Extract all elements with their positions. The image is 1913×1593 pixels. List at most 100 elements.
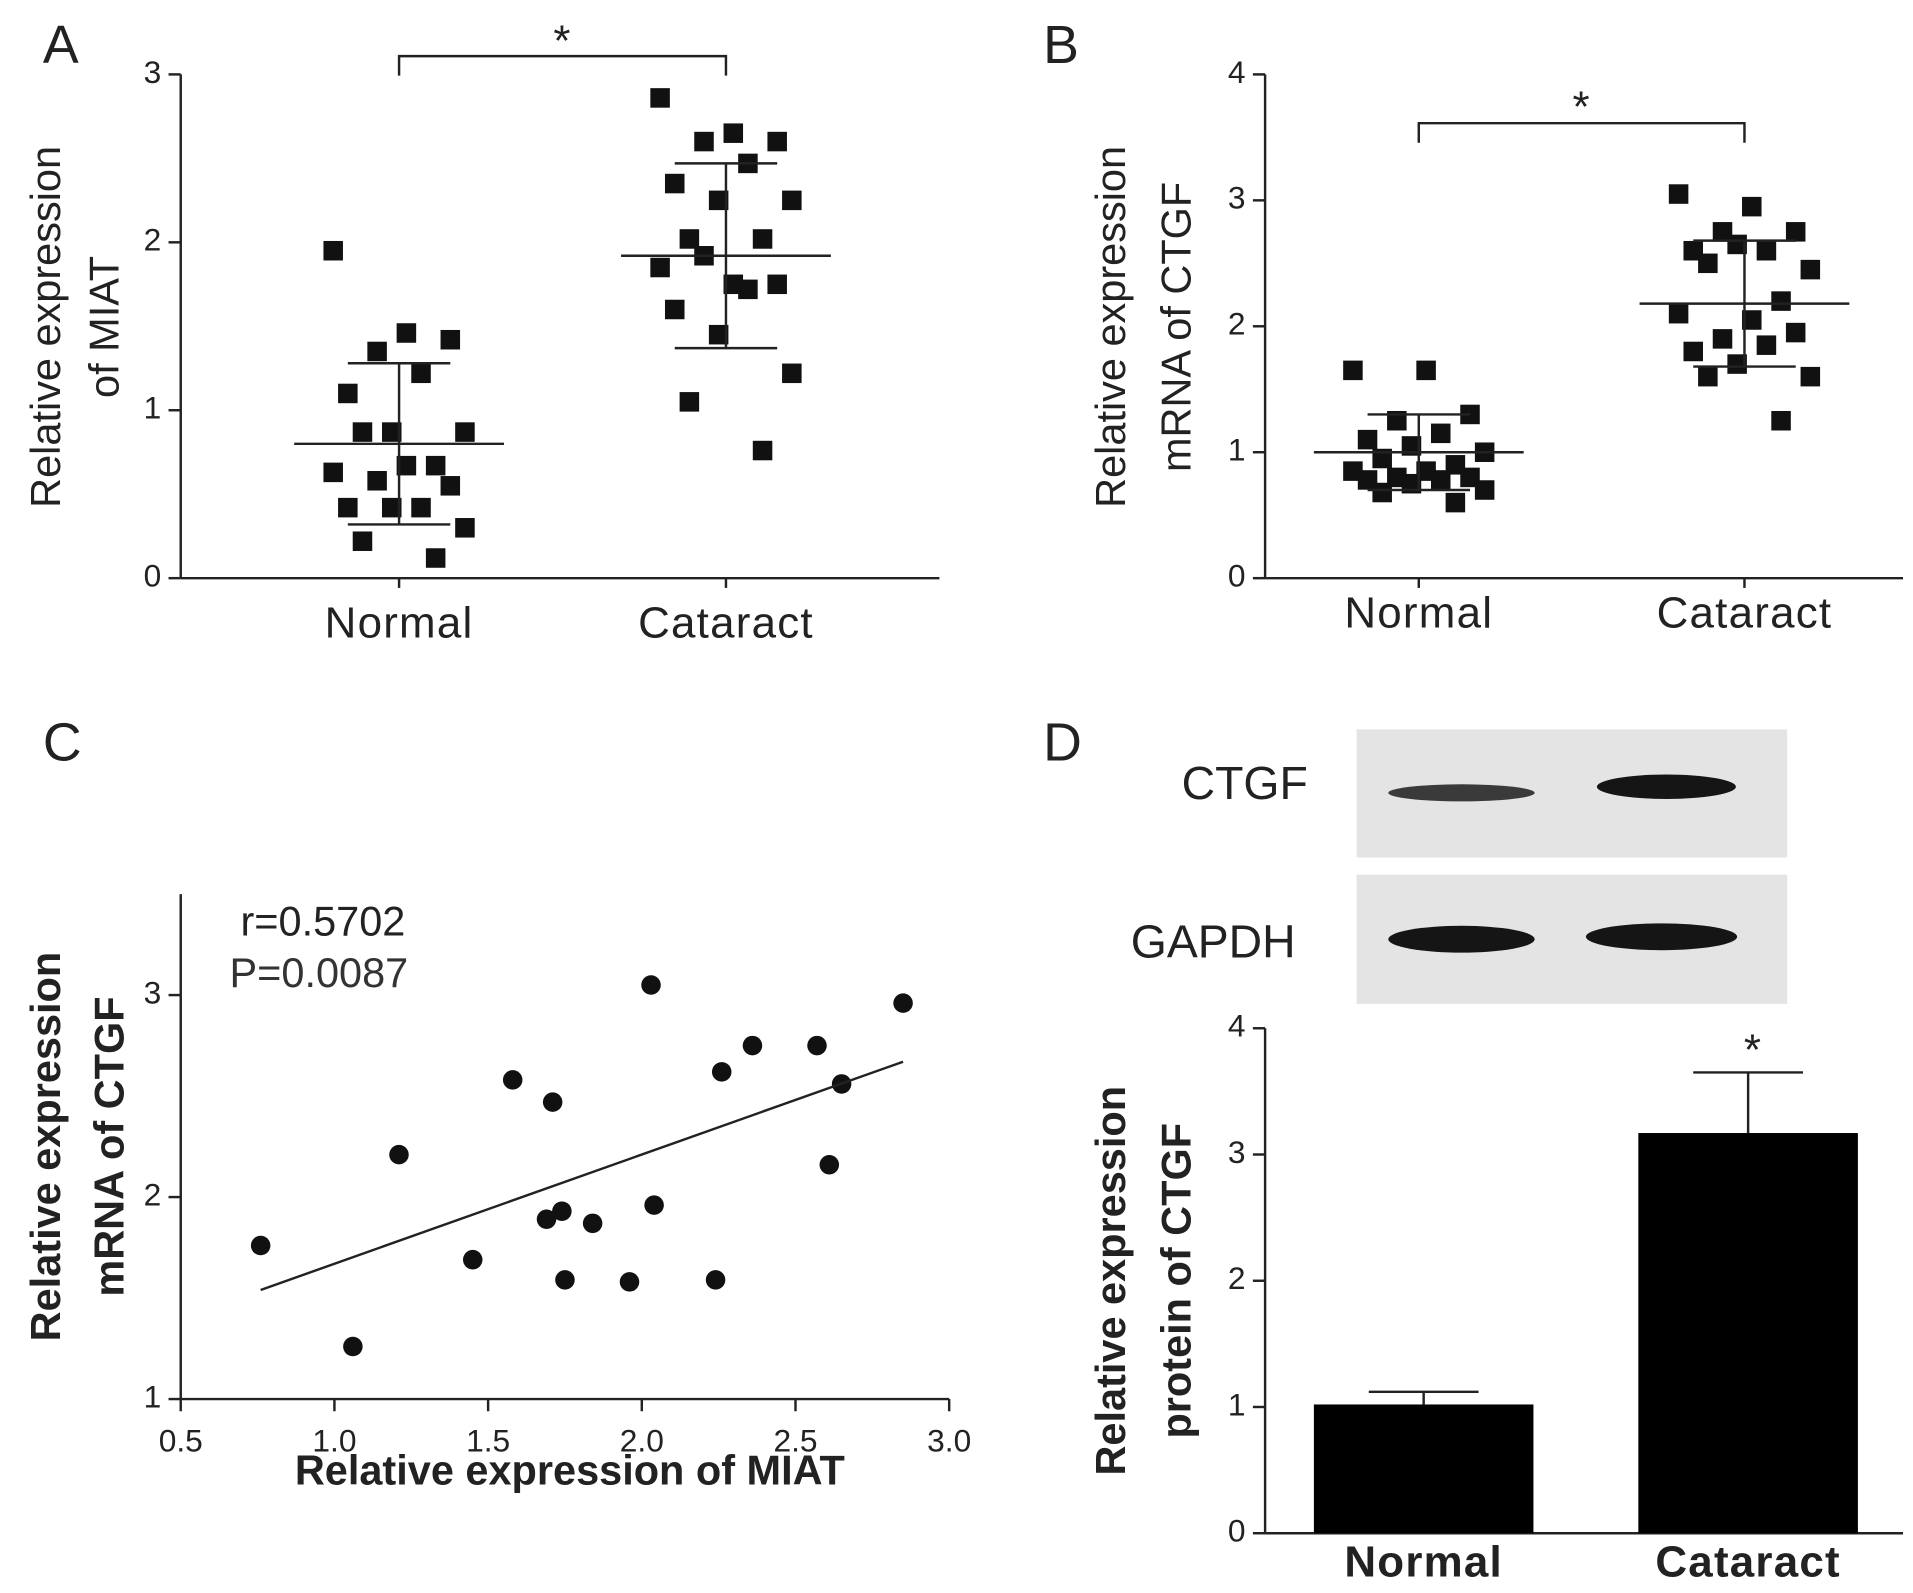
data-point — [1698, 253, 1718, 274]
data-point — [738, 279, 758, 300]
data-point — [582, 1213, 603, 1234]
data-point — [1771, 410, 1791, 431]
significance-star: * — [553, 17, 571, 66]
x-tick-label: 1.5 — [466, 1422, 510, 1458]
data-point — [1742, 310, 1762, 330]
data-point — [644, 1195, 664, 1215]
x-tick-label: 2.5 — [773, 1422, 817, 1458]
data-point — [338, 383, 358, 404]
data-point — [425, 455, 446, 476]
data-point — [323, 462, 343, 483]
y-tick-label: 1 — [144, 390, 162, 426]
data-point — [782, 190, 802, 211]
data-point — [1771, 291, 1791, 311]
y-tick-label: 3 — [1228, 1134, 1246, 1170]
data-point — [893, 993, 913, 1013]
data-point — [367, 341, 387, 362]
data-point — [1668, 303, 1689, 324]
y-tick-label: 1 — [1228, 1386, 1246, 1422]
y-tick-label: 2 — [144, 222, 162, 258]
y-tick-label: 3 — [144, 54, 162, 90]
data-point — [742, 1035, 763, 1056]
data-point — [1800, 366, 1821, 387]
y-tick-label: 0 — [1228, 558, 1246, 594]
blot-band — [1388, 784, 1535, 802]
x-tick-label: Cataract — [1655, 1538, 1840, 1587]
data-point — [250, 1235, 271, 1256]
y-tick-label: 0 — [1228, 1513, 1246, 1549]
data-point — [641, 975, 661, 995]
data-point — [396, 323, 417, 343]
y-axis-title: Relative expression — [1087, 1086, 1134, 1476]
data-point — [455, 422, 475, 442]
x-tick-label: Cataract — [638, 598, 814, 647]
data-point — [1727, 354, 1747, 374]
data-point — [411, 363, 431, 384]
y-axis-title: Relative expression — [22, 952, 69, 1342]
data-point — [389, 1144, 409, 1165]
y-tick-label: 4 — [1228, 1008, 1246, 1044]
blot-label: CTGF — [1182, 757, 1308, 809]
data-point — [708, 190, 729, 211]
significance-bracket — [397, 54, 728, 76]
y-axis-title: mRNA of CTGF — [1153, 182, 1200, 472]
y-tick-label: 1 — [144, 1378, 162, 1414]
fit-line — [260, 1060, 904, 1292]
data-point — [1683, 341, 1703, 362]
data-point — [425, 548, 446, 568]
western-blot — [1356, 729, 1788, 1004]
panel-label: B — [1043, 15, 1079, 75]
panel-label: C — [43, 713, 82, 773]
panel-label: D — [1043, 713, 1082, 773]
data-point — [705, 1270, 726, 1290]
data-point — [502, 1070, 523, 1090]
data-point — [1742, 196, 1762, 217]
data-point — [352, 531, 373, 551]
y-axis-title: protein of CTGF — [1153, 1123, 1200, 1439]
data-point — [323, 240, 343, 261]
x-tick-label: Normal — [1344, 589, 1493, 638]
data-point — [396, 455, 417, 476]
data-point — [555, 1270, 575, 1290]
y-axis-title: Relative expression — [22, 146, 69, 508]
significance-bracket — [1417, 121, 1746, 143]
significance-star: * — [1744, 1026, 1762, 1075]
bar — [1638, 1133, 1858, 1534]
data-point — [807, 1035, 827, 1056]
y-tick-label: 3 — [144, 974, 162, 1010]
x-tick-label: Cataract — [1657, 589, 1833, 638]
data-point — [1785, 222, 1806, 242]
x-axis-title: Relative expression of MIAT — [295, 1446, 845, 1493]
data-point — [1445, 492, 1466, 513]
data-point — [679, 229, 700, 249]
data-point — [711, 1062, 732, 1082]
data-point — [338, 497, 358, 518]
data-point — [1698, 366, 1718, 387]
data-point — [1668, 184, 1689, 204]
blot-band — [1596, 774, 1736, 799]
data-point — [723, 123, 744, 143]
data-point — [819, 1154, 840, 1175]
data-point — [440, 329, 461, 350]
annotation: P=0.0087 — [230, 949, 409, 996]
data-point — [1387, 410, 1407, 431]
data-point — [1712, 329, 1733, 349]
data-point — [1756, 335, 1777, 355]
x-tick-label: Normal — [1344, 1538, 1503, 1587]
data-point — [664, 299, 685, 320]
data-point — [767, 131, 787, 152]
data-point — [752, 229, 773, 249]
data-point — [1372, 482, 1392, 503]
y-tick-label: 2 — [144, 1176, 162, 1212]
data-point — [1800, 259, 1821, 280]
x-tick-label: 1.0 — [312, 1422, 356, 1458]
data-point — [455, 518, 475, 538]
data-point — [708, 324, 729, 345]
data-point — [552, 1201, 572, 1221]
y-tick-label: 3 — [1228, 180, 1246, 216]
data-point — [1343, 360, 1363, 381]
data-point — [694, 131, 714, 152]
y-tick-label: 4 — [1228, 54, 1246, 90]
y-tick-label: 1 — [1228, 432, 1246, 468]
data-point — [367, 471, 387, 491]
